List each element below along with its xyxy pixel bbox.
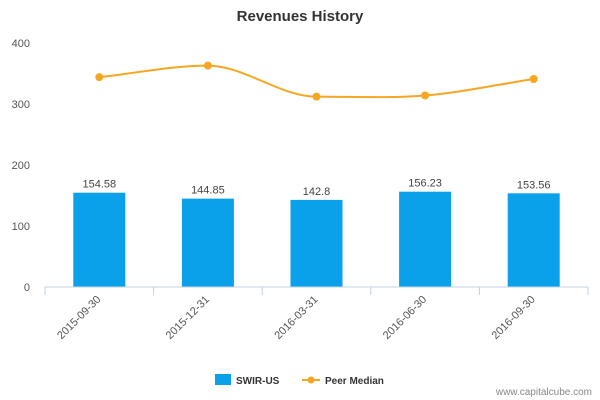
bar-2016-03-31 <box>290 199 343 287</box>
bar-2015-12-31 <box>181 198 234 287</box>
bar-data-labels: 154.58 144.85 142.8 156.23 153.56 <box>82 178 550 198</box>
peer-median-point-2015-09-30 <box>95 73 104 82</box>
peer-median-line-path <box>99 64 534 99</box>
peer-median-line <box>95 61 538 101</box>
peer-median-point-2015-12-31 <box>203 61 212 70</box>
x-tick-label: 2016-09-30 <box>490 294 538 342</box>
legend-label-peer-median: Peer Median <box>325 376 384 387</box>
y-tick-label: 0 <box>24 282 30 294</box>
y-axis: 0 100 200 300 400 <box>12 38 30 294</box>
bar-data-label: 142.8 <box>303 186 331 198</box>
bar-series <box>73 191 560 287</box>
bar-data-label: 153.56 <box>517 179 551 191</box>
x-tick-label: 2015-12-31 <box>164 294 212 342</box>
peer-median-point-2016-09-30 <box>529 74 538 83</box>
peer-median-point-2016-06-30 <box>421 91 430 100</box>
legend: SWIR-US Peer Median <box>215 374 384 387</box>
legend-label-swir-us: SWIR-US <box>236 376 280 387</box>
bar-data-label: 144.85 <box>191 185 225 197</box>
legend-swatch-peer-median-marker <box>307 376 315 384</box>
bar-2015-09-30 <box>73 192 126 287</box>
bar-data-label: 156.23 <box>408 178 442 190</box>
credit-text: www.capitalcube.com <box>495 387 592 398</box>
bar-data-label: 154.58 <box>82 179 116 191</box>
y-tick-label: 200 <box>12 160 30 172</box>
bar-2016-09-30 <box>507 193 560 287</box>
x-tick-label: 2015-09-30 <box>55 294 103 342</box>
chart-title: Revenues History <box>237 8 364 25</box>
y-tick-label: 300 <box>12 99 30 111</box>
y-tick-label: 100 <box>12 221 30 233</box>
x-tick-label: 2016-03-31 <box>272 294 320 342</box>
peer-median-point-2016-03-31 <box>312 92 321 101</box>
bar-2016-06-30 <box>399 191 452 287</box>
legend-swatch-swir-us <box>215 374 231 385</box>
x-tick-label: 2016-06-30 <box>381 294 429 342</box>
y-tick-label: 400 <box>12 38 30 50</box>
x-axis: 2015-09-30 2015-12-31 2016-03-31 2016-06-30… <box>44 286 589 342</box>
